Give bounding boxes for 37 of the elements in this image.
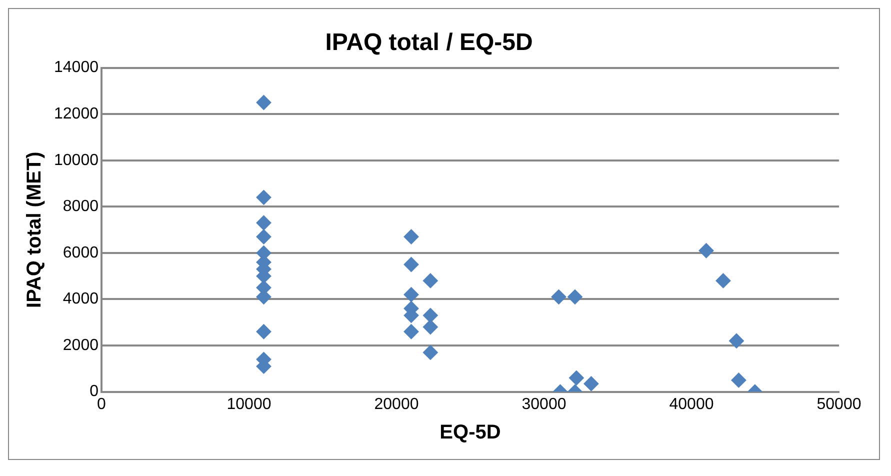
- point: [404, 287, 419, 302]
- y-axis-title: IPAQ total (MET): [24, 152, 46, 308]
- point: [568, 370, 584, 386]
- x-axis-title: EQ-5D: [440, 422, 501, 444]
- y-tick-label: 4000: [62, 290, 99, 308]
- point: [422, 344, 438, 360]
- y-tick-label: 6000: [62, 244, 99, 262]
- point: [584, 376, 599, 392]
- point: [567, 289, 582, 304]
- y-tick-label: 14000: [54, 59, 99, 76]
- x-tick-label: 40000: [669, 396, 714, 413]
- point: [404, 257, 419, 272]
- y-tick-label: 12000: [54, 105, 99, 122]
- point: [551, 289, 566, 304]
- x-tick-label: 20000: [374, 396, 419, 413]
- point: [256, 324, 272, 340]
- point: [422, 320, 438, 334]
- point: [716, 273, 731, 288]
- point: [728, 333, 744, 348]
- x-tick-label: 10000: [226, 396, 272, 413]
- point: [256, 215, 272, 230]
- y-tick-label: 2000: [62, 336, 99, 354]
- point: [698, 243, 714, 258]
- point: [256, 229, 272, 244]
- y-tick-label: 10000: [54, 152, 99, 169]
- point: [731, 372, 746, 388]
- point: [256, 190, 272, 205]
- point: [404, 324, 419, 340]
- chart-title: IPAQ total / EQ-5D: [325, 29, 533, 56]
- point: [256, 95, 272, 110]
- point: [422, 308, 438, 323]
- x-tick-label: 50000: [816, 396, 862, 413]
- y-tick-label: 0: [90, 383, 99, 400]
- point: [422, 273, 438, 288]
- point: [404, 229, 419, 244]
- x-tick-label: 30000: [522, 396, 566, 413]
- y-tick-label: 8000: [62, 198, 99, 216]
